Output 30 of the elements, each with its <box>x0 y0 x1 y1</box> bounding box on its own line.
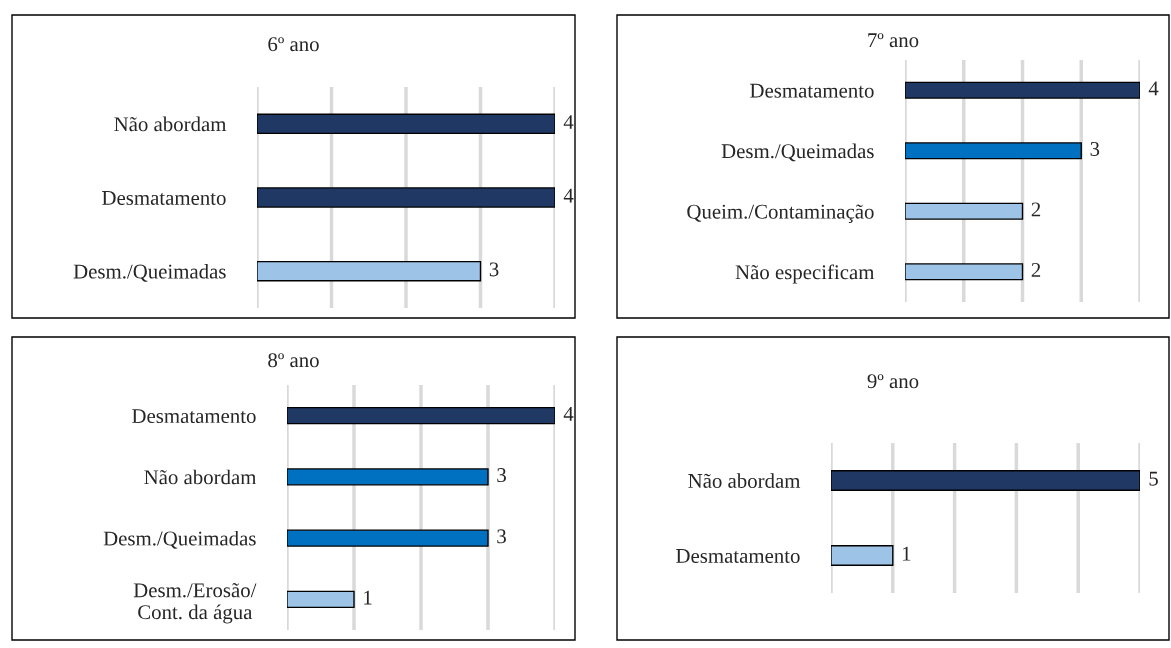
data-label: 2 <box>1031 262 1041 277</box>
chart-title: 9º ano <box>867 374 919 389</box>
y-tick-label: Não abordam <box>144 469 257 485</box>
chart-title: 6º ano <box>268 37 319 52</box>
y-tick-label: Não abordam <box>114 116 227 132</box>
y-tick-label: Desm./Queimadas <box>721 143 874 162</box>
data-label: 3 <box>489 262 499 277</box>
y-tick-label: Desm./Erosão/ Cont. da água <box>133 583 257 624</box>
data-label: 4 <box>563 406 574 421</box>
y-tick-label: Desmatamento <box>132 409 256 424</box>
y-tick-label: Desmatamento <box>102 191 226 205</box>
data-label: 3 <box>1090 141 1100 156</box>
y-tick-label: Desm./Queimadas <box>73 263 226 282</box>
y-tick-label: Não especificam <box>735 264 875 284</box>
data-label: 4 <box>1148 81 1159 96</box>
y-tick-label: Desmatamento <box>676 549 800 563</box>
y-tick-label: Desm./Queimadas <box>103 530 256 549</box>
data-label: 4 <box>563 115 574 129</box>
chart-title: 7º ano <box>868 33 919 48</box>
y-tick-label: Não abordam <box>688 473 801 488</box>
data-label: 5 <box>1149 471 1158 486</box>
data-label: 1 <box>902 546 911 561</box>
data-label: 4 <box>563 188 574 203</box>
y-tick-label: Queim./Contaminação <box>687 204 874 223</box>
data-label: 3 <box>497 529 506 544</box>
data-label: 2 <box>1031 202 1041 217</box>
data-label: 1 <box>364 590 372 605</box>
chart-title: 8º ano <box>268 353 319 368</box>
y-tick-label: Desmatamento <box>750 83 874 98</box>
data-label: 3 <box>497 468 506 483</box>
